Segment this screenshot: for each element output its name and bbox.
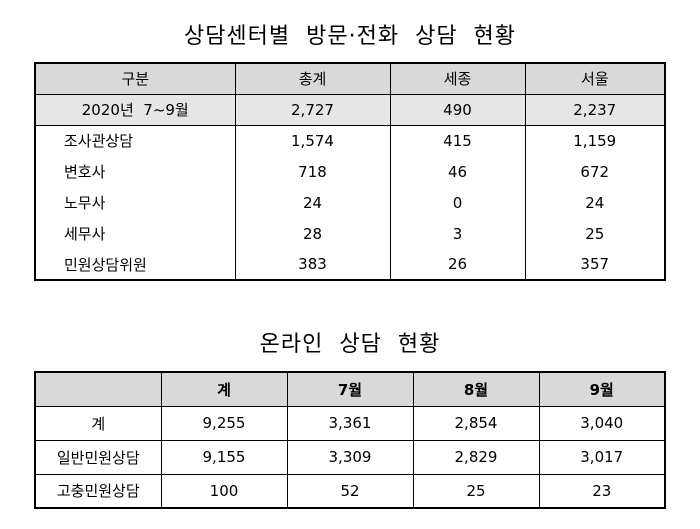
row-label: 조사관상담 <box>34 125 236 156</box>
cell-august: 25 <box>412 473 540 509</box>
row-label: 고충민원상담 <box>34 473 162 509</box>
cell-september: 3,017 <box>538 439 666 475</box>
row-label: 일반민원상담 <box>34 439 162 475</box>
cell-july: 3,361 <box>286 405 414 441</box>
cell-september: 23 <box>538 473 666 509</box>
header-august: 8월 <box>412 371 540 407</box>
cell-july: 3,309 <box>286 439 414 475</box>
table-header-row: 계 7월 8월 9월 <box>34 371 666 407</box>
header-july: 7월 <box>286 371 414 407</box>
row-label: 민원상담위원 <box>34 249 236 281</box>
table-row: 계 9,255 3,361 2,854 3,040 <box>34 405 666 441</box>
title-visit-phone-consultation: 상담센터별 방문·전화 상담 현황 <box>183 24 517 49</box>
cell-total: 1,574 <box>234 125 391 156</box>
header-september: 9월 <box>538 371 666 407</box>
cell-seoul: 2,237 <box>524 93 666 126</box>
cell-july: 52 <box>286 473 414 509</box>
header-category: 구분 <box>34 62 236 95</box>
header-total: 계 <box>160 371 288 407</box>
row-label: 계 <box>34 405 162 441</box>
header-total: 총계 <box>234 62 391 95</box>
row-label: 노무사 <box>34 187 236 218</box>
cell-sejong: 46 <box>389 156 526 187</box>
table-row: 노무사 24 0 24 <box>34 187 666 218</box>
cell-sejong: 415 <box>389 125 526 156</box>
cell-seoul: 1,159 <box>524 125 666 156</box>
cell-seoul: 357 <box>524 249 666 281</box>
header-sejong: 세종 <box>389 62 526 95</box>
cell-seoul: 24 <box>524 187 666 218</box>
cell-august: 2,829 <box>412 439 540 475</box>
table-visit-phone-consultation: 구분 총계 세종 서울 2020년 7~9월 2,727 490 2,237 조… <box>34 62 666 281</box>
table-row: 민원상담위원 383 26 357 <box>34 249 666 281</box>
cell-total: 383 <box>234 249 391 281</box>
cell-september: 3,040 <box>538 405 666 441</box>
cell-sejong: 490 <box>389 93 526 126</box>
header-blank <box>34 371 162 407</box>
cell-august: 2,854 <box>412 405 540 441</box>
cell-total: 100 <box>160 473 288 509</box>
table-online-consultation: 계 7월 8월 9월 계 9,255 3,361 2,854 3,040 일반민… <box>34 371 666 509</box>
header-seoul: 서울 <box>524 62 666 95</box>
cell-seoul: 672 <box>524 156 666 187</box>
cell-total: 28 <box>234 218 391 249</box>
cell-total: 2,727 <box>234 93 391 126</box>
table-row: 일반민원상담 9,155 3,309 2,829 3,017 <box>34 439 666 475</box>
cell-total: 9,155 <box>160 439 288 475</box>
cell-total: 24 <box>234 187 391 218</box>
cell-sejong: 0 <box>389 187 526 218</box>
table-row: 세무사 28 3 25 <box>34 218 666 249</box>
table-row: 고충민원상담 100 52 25 23 <box>34 473 666 509</box>
cell-sejong: 3 <box>389 218 526 249</box>
cell-total: 9,255 <box>160 405 288 441</box>
table-row: 조사관상담 1,574 415 1,159 <box>34 125 666 156</box>
table-row: 변호사 718 46 672 <box>34 156 666 187</box>
row-label: 2020년 7~9월 <box>34 93 236 126</box>
cell-total: 718 <box>234 156 391 187</box>
cell-seoul: 25 <box>524 218 666 249</box>
cell-sejong: 26 <box>389 249 526 281</box>
title-online-consultation: 온라인 상담 현황 <box>259 332 441 357</box>
row-label: 변호사 <box>34 156 236 187</box>
row-label: 세무사 <box>34 218 236 249</box>
table-header-row: 구분 총계 세종 서울 <box>34 62 666 95</box>
table-row: 2020년 7~9월 2,727 490 2,237 <box>34 93 666 126</box>
